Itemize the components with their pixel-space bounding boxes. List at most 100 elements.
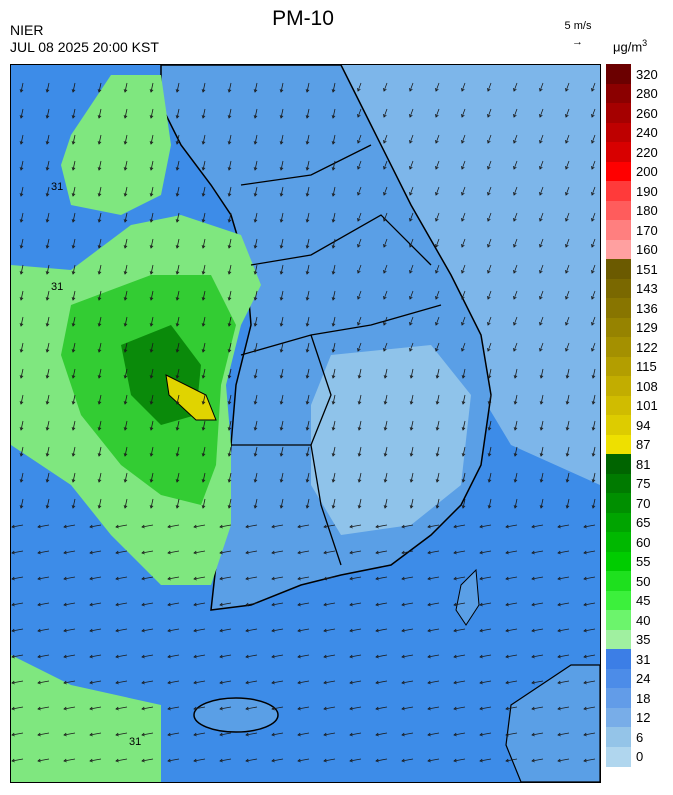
wind-vector-head — [201, 141, 206, 145]
wind-vector-head — [97, 375, 102, 379]
contour-label-31: 31 — [51, 281, 63, 293]
wind-vector — [453, 706, 466, 710]
wind-vector-head — [45, 245, 50, 249]
wind-vector — [435, 82, 440, 92]
wind-vector — [254, 186, 258, 197]
wind-vector — [46, 134, 50, 145]
wind-vector — [193, 732, 206, 736]
wind-vector-head — [279, 375, 284, 379]
wind-vector-head — [435, 321, 439, 326]
wind-vector — [427, 550, 440, 554]
wind-vector — [297, 732, 310, 736]
wind-vector-head — [201, 297, 206, 301]
wind-vector-head — [461, 269, 465, 274]
wind-vector-head — [461, 165, 465, 170]
wind-vector — [462, 368, 466, 379]
wind-vector-head — [565, 295, 569, 300]
wind-vector-head — [11, 680, 15, 685]
wind-vector — [358, 472, 362, 483]
wind-vector — [409, 316, 414, 326]
legend-swatch — [606, 161, 631, 182]
wind-vector-head — [409, 453, 414, 457]
wind-vector-head — [461, 295, 465, 300]
wind-vector — [565, 342, 570, 352]
wind-vector — [349, 550, 362, 554]
wind-vector-head — [565, 191, 569, 196]
legend-label: 35 — [636, 632, 651, 648]
wind-vector — [505, 654, 518, 658]
wind-vector-head — [539, 453, 544, 457]
wind-vector-head — [409, 217, 413, 222]
wind-vector — [219, 628, 232, 632]
wind-vector-head — [123, 89, 128, 93]
wind-vector — [89, 550, 102, 554]
wind-vector — [592, 368, 596, 379]
wind-vector — [254, 264, 258, 275]
wind-vector — [141, 732, 154, 736]
wind-vector-head — [89, 550, 93, 555]
wind-vector — [557, 524, 570, 528]
wind-vector — [513, 108, 518, 118]
legend-swatch — [606, 727, 631, 747]
wind-vector-head — [11, 654, 15, 659]
wind-vector-head — [479, 524, 483, 529]
wind-vector-head — [227, 141, 232, 145]
wind-vector-head — [357, 427, 362, 431]
wind-reference-label: 5 m/s — [564, 20, 592, 32]
wind-vector — [306, 498, 310, 509]
wind-vector — [202, 108, 206, 119]
wind-vector — [539, 108, 544, 118]
legend-label: 320 — [636, 66, 658, 82]
wind-vector — [46, 264, 50, 275]
wind-vector — [245, 732, 258, 736]
wind-vector — [245, 680, 258, 684]
wind-vector — [37, 576, 50, 580]
wind-vector — [72, 212, 76, 223]
wind-vector-head — [513, 165, 517, 170]
wind-vector-head — [279, 115, 284, 119]
wind-vector-head — [279, 479, 284, 483]
wind-vector-head — [453, 654, 457, 659]
wind-vector — [409, 264, 414, 274]
wind-vector — [20, 290, 24, 301]
wind-vector — [219, 576, 232, 580]
wind-vector-head — [305, 401, 310, 405]
wind-vector — [46, 108, 50, 119]
wind-vector-head — [435, 165, 439, 170]
wind-vector-head — [323, 706, 327, 711]
wind-vector-head — [375, 550, 379, 555]
wind-vector — [565, 264, 570, 274]
wind-vector — [306, 108, 310, 119]
wind-vector-head — [201, 453, 206, 457]
wind-vector — [202, 264, 206, 275]
wind-vector-head — [45, 141, 50, 145]
wind-vector — [63, 706, 76, 710]
wind-vector — [202, 238, 206, 249]
wind-vector — [150, 394, 154, 405]
wind-vector — [228, 316, 232, 327]
wind-vector-head — [401, 654, 405, 659]
wind-vector-head — [175, 427, 180, 431]
wind-vector — [435, 238, 440, 248]
wind-vector — [46, 498, 50, 509]
wind-vector-head — [201, 245, 206, 249]
wind-vector — [349, 576, 362, 580]
legend-swatch — [606, 142, 631, 162]
wind-vector — [20, 498, 24, 509]
wind-vector — [332, 108, 336, 119]
wind-vector-head — [201, 115, 206, 119]
wind-vector — [427, 524, 440, 528]
wind-vector — [193, 550, 206, 554]
wind-vector — [453, 654, 466, 658]
wind-vector-head — [19, 271, 24, 275]
wind-vector — [566, 498, 570, 509]
legend-label: 160 — [636, 242, 658, 258]
legend-swatch — [606, 590, 631, 611]
wind-vector-head — [11, 576, 15, 581]
wind-vector — [557, 654, 570, 658]
wind-vector-head — [591, 87, 595, 92]
wind-vector — [98, 82, 102, 93]
wind-vector-head — [201, 219, 206, 223]
wind-vector — [323, 758, 336, 762]
wind-vector-head — [193, 654, 197, 659]
